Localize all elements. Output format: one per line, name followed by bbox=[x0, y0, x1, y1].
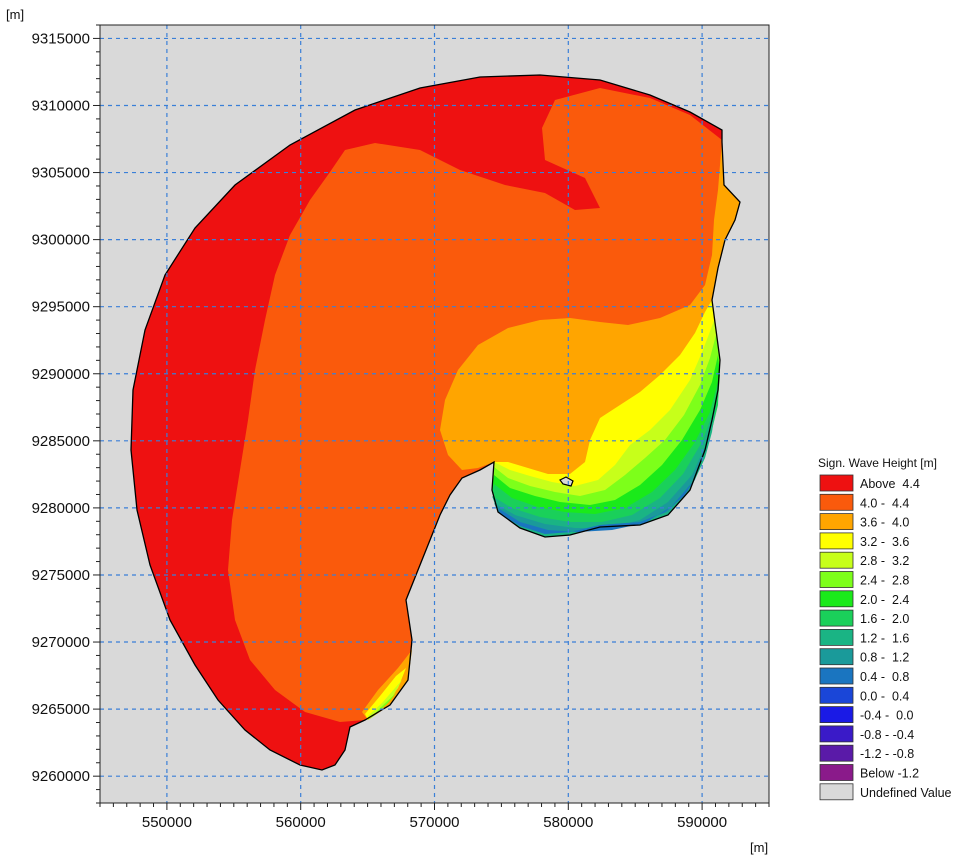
legend-swatch bbox=[819, 629, 854, 646]
legend-swatch bbox=[819, 783, 854, 801]
legend-swatch bbox=[819, 551, 854, 569]
region-sw-3-6-4-0 bbox=[362, 650, 412, 720]
legend-label: 1.6 - 2.0 bbox=[860, 612, 909, 626]
legend-label: Undefined Value bbox=[860, 786, 952, 800]
domain-outline bbox=[130, 74, 741, 771]
x-tick-label: 570000 bbox=[409, 814, 459, 831]
legend-label: 0.0 - 0.4 bbox=[860, 689, 909, 703]
legend-label: 2.8 - 3.2 bbox=[860, 554, 909, 568]
region-sw-3-2-3-6 bbox=[365, 668, 406, 720]
y-tick-label: 9285000 bbox=[32, 433, 90, 450]
legend-title: Sign. Wave Height [m] bbox=[818, 456, 937, 470]
legend-label: -0.8 - -0.4 bbox=[860, 728, 914, 742]
x-tick-labels: 550000 560000 570000 580000 590000 bbox=[142, 814, 727, 831]
y-tick-label: 9305000 bbox=[32, 165, 90, 182]
y-tick-label: 9260000 bbox=[32, 768, 90, 785]
legend-swatch bbox=[819, 744, 854, 762]
y-tick-label: 9315000 bbox=[32, 30, 90, 47]
region-1-2-1-6 bbox=[492, 405, 716, 537]
legend-swatch bbox=[819, 571, 854, 588]
legend-label: 3.6 - 4.0 bbox=[860, 516, 909, 530]
legend-swatch bbox=[819, 648, 854, 666]
region-sw-2-8-3-2 bbox=[368, 680, 402, 720]
axis-ticks bbox=[93, 24, 770, 810]
legend-entries: Above 4.4 4.0 - 4.4 3.6 - 4.0 3.2 - 3.6 2.8 … bbox=[819, 474, 952, 801]
legend-label: 0.8 - 1.2 bbox=[860, 651, 909, 665]
legend-label: 0.4 - 0.8 bbox=[860, 670, 909, 684]
legend-label: 3.2 - 3.6 bbox=[860, 535, 909, 549]
x-axis-unit: [m] bbox=[750, 840, 768, 855]
x-tick-label: 550000 bbox=[142, 814, 192, 831]
legend-label: 2.4 - 2.8 bbox=[860, 574, 909, 588]
legend-label: Below -1.2 bbox=[860, 767, 919, 781]
x-tick-label: 590000 bbox=[677, 814, 727, 831]
legend-label: Above 4.4 bbox=[860, 477, 920, 491]
legend-swatch bbox=[819, 686, 854, 704]
y-tick-label: 9290000 bbox=[32, 366, 90, 383]
legend: Sign. Wave Height [m] Above 4.4 4.0 - 4.4… bbox=[818, 456, 952, 801]
island bbox=[559, 476, 574, 487]
legend-label: 4.0 - 4.4 bbox=[860, 496, 909, 510]
y-tick-label: 9280000 bbox=[32, 500, 90, 517]
y-tick-label: 9270000 bbox=[32, 634, 90, 651]
y-axis-unit: [m] bbox=[6, 7, 24, 22]
legend-swatch bbox=[819, 764, 854, 781]
x-tick-label: 580000 bbox=[543, 814, 593, 831]
legend-swatch bbox=[819, 513, 854, 530]
y-tick-label: 9265000 bbox=[32, 701, 90, 718]
y-tick-labels: 9260000 9265000 9270000 9275000 9280000 92850… bbox=[32, 30, 90, 785]
legend-label: -0.4 - 0.0 bbox=[860, 709, 914, 723]
legend-swatch bbox=[819, 474, 854, 492]
grid-lines bbox=[100, 25, 769, 803]
legend-label: -1.2 - -0.8 bbox=[860, 747, 914, 761]
y-tick-label: 9275000 bbox=[32, 567, 90, 584]
y-tick-label: 9310000 bbox=[32, 97, 90, 114]
legend-swatch bbox=[819, 706, 854, 723]
y-tick-label: 9300000 bbox=[32, 232, 90, 249]
legend-swatch bbox=[819, 609, 854, 627]
y-tick-label: 9295000 bbox=[32, 299, 90, 316]
legend-swatch bbox=[819, 725, 854, 743]
legend-label: 2.0 - 2.4 bbox=[860, 593, 909, 607]
legend-swatch bbox=[819, 667, 854, 685]
region-0-4-0-8 bbox=[498, 478, 696, 534]
legend-swatch bbox=[819, 532, 854, 550]
x-tick-label: 560000 bbox=[276, 814, 326, 831]
wave-field bbox=[130, 74, 741, 771]
legend-label: 1.2 - 1.6 bbox=[860, 631, 909, 645]
legend-swatch bbox=[819, 493, 854, 511]
legend-swatch bbox=[819, 590, 854, 608]
